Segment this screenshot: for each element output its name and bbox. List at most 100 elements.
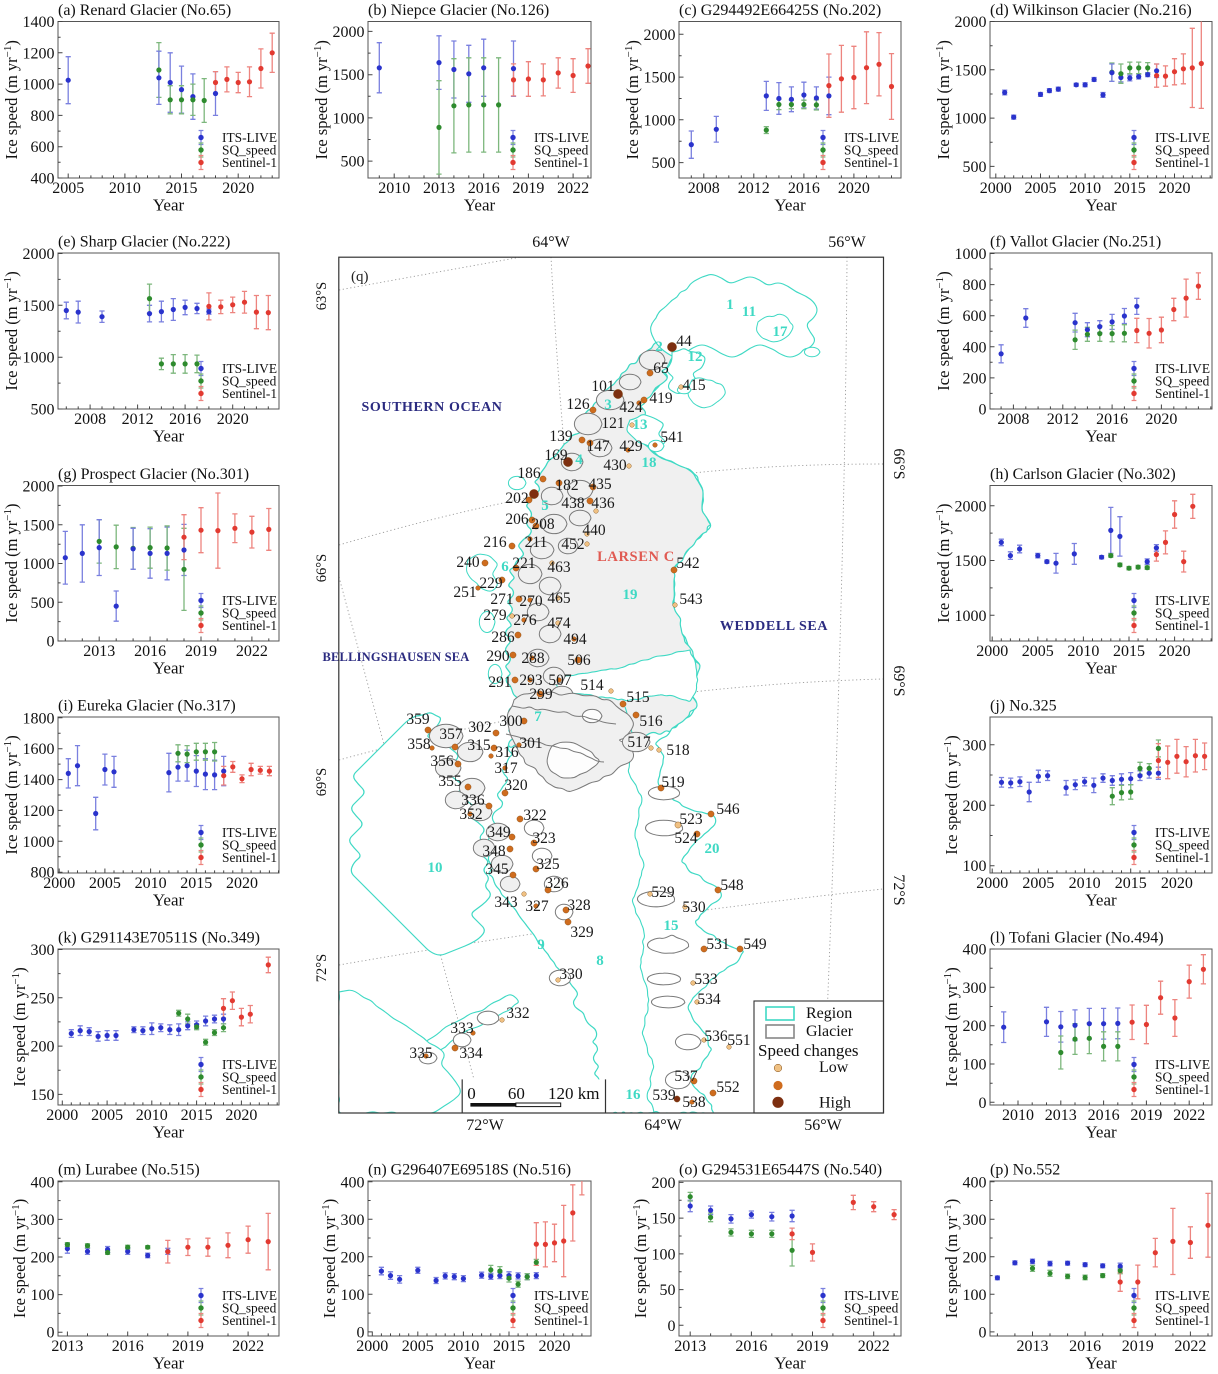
svg-text:2012: 2012 bbox=[738, 180, 770, 197]
svg-text:Sentinel-1: Sentinel-1 bbox=[1155, 1082, 1210, 1097]
svg-text:2010: 2010 bbox=[135, 875, 167, 892]
svg-text:6: 6 bbox=[501, 559, 509, 575]
svg-text:359: 359 bbox=[406, 711, 430, 728]
svg-text:551: 551 bbox=[727, 1032, 750, 1049]
svg-text:542: 542 bbox=[676, 555, 699, 572]
svg-text:SQ_speed: SQ_speed bbox=[222, 374, 277, 389]
svg-text:SQ_speed: SQ_speed bbox=[1155, 143, 1210, 158]
svg-text:436: 436 bbox=[591, 495, 615, 512]
svg-text:101: 101 bbox=[591, 378, 614, 395]
svg-text:(e) Sharp Glacier (No.222): (e) Sharp Glacier (No.222) bbox=[58, 234, 230, 251]
svg-text:SQ_speed: SQ_speed bbox=[1155, 374, 1210, 389]
svg-text:507: 507 bbox=[548, 672, 572, 689]
svg-text:549: 549 bbox=[743, 936, 767, 953]
svg-text:291: 291 bbox=[488, 674, 511, 691]
svg-text:1000: 1000 bbox=[23, 350, 55, 367]
svg-text:Speed changes: Speed changes bbox=[758, 1041, 859, 1060]
svg-text:SQ_speed: SQ_speed bbox=[1155, 1301, 1210, 1316]
svg-text:72°S: 72°S bbox=[314, 954, 330, 982]
svg-text:64°W: 64°W bbox=[532, 234, 570, 251]
svg-text:800: 800 bbox=[31, 865, 55, 882]
svg-text:Year: Year bbox=[774, 196, 806, 215]
svg-text:Ice speed (m yr−1): Ice speed (m yr−1) bbox=[942, 1199, 961, 1318]
svg-text:1600: 1600 bbox=[23, 741, 55, 758]
svg-text:SQ_speed: SQ_speed bbox=[222, 143, 277, 158]
svg-text:2000: 2000 bbox=[333, 24, 365, 41]
svg-text:BELLINGSHAUSEN SEA: BELLINGSHAUSEN SEA bbox=[322, 650, 469, 664]
svg-text:400: 400 bbox=[963, 942, 987, 959]
svg-text:328: 328 bbox=[567, 897, 591, 914]
svg-text:Year: Year bbox=[1085, 659, 1117, 678]
svg-text:(c) G294492E66425S (No.202): (c) G294492E66425S (No.202) bbox=[679, 2, 881, 19]
svg-text:7: 7 bbox=[534, 709, 542, 725]
svg-text:336: 336 bbox=[461, 792, 485, 809]
svg-text:0: 0 bbox=[47, 634, 55, 651]
svg-text:2016: 2016 bbox=[1069, 1338, 1101, 1355]
svg-text:516: 516 bbox=[639, 713, 663, 730]
svg-text:Sentinel-1: Sentinel-1 bbox=[222, 1082, 277, 1097]
svg-text:5: 5 bbox=[541, 498, 549, 514]
svg-text:2016: 2016 bbox=[134, 643, 166, 660]
svg-text:1000: 1000 bbox=[644, 112, 676, 129]
svg-text:358: 358 bbox=[407, 736, 431, 753]
svg-text:1500: 1500 bbox=[23, 517, 55, 534]
svg-text:2012: 2012 bbox=[122, 411, 154, 428]
svg-text:69°S: 69°S bbox=[314, 768, 330, 796]
svg-text:474: 474 bbox=[547, 615, 571, 632]
svg-text:500: 500 bbox=[963, 159, 987, 176]
svg-text:Year: Year bbox=[153, 196, 185, 215]
svg-text:182: 182 bbox=[555, 477, 578, 494]
svg-text:1200: 1200 bbox=[23, 803, 55, 820]
svg-text:(k) G291143E70511S (No.349): (k) G291143E70511S (No.349) bbox=[58, 930, 260, 947]
svg-text:(p) No.552: (p) No.552 bbox=[990, 1162, 1060, 1179]
svg-text:2016: 2016 bbox=[1096, 411, 1128, 428]
svg-text:50: 50 bbox=[660, 1282, 676, 1299]
svg-text:2010: 2010 bbox=[109, 180, 141, 197]
svg-text:2005: 2005 bbox=[52, 180, 84, 197]
svg-text:1500: 1500 bbox=[644, 70, 676, 87]
svg-text:(d) Wilkinson Glacier (No.216): (d) Wilkinson Glacier (No.216) bbox=[990, 2, 1192, 19]
svg-text:600: 600 bbox=[963, 308, 987, 325]
svg-text:60: 60 bbox=[508, 1084, 525, 1103]
svg-text:13: 13 bbox=[633, 417, 648, 433]
svg-text:2020: 2020 bbox=[226, 875, 258, 892]
svg-text:2022: 2022 bbox=[232, 1338, 264, 1355]
svg-text:2022: 2022 bbox=[1174, 1338, 1206, 1355]
svg-text:Ice speed (m yr−1): Ice speed (m yr−1) bbox=[2, 271, 21, 390]
svg-text:2000: 2000 bbox=[976, 643, 1008, 660]
svg-text:2016: 2016 bbox=[788, 180, 820, 197]
svg-text:126: 126 bbox=[566, 396, 590, 413]
svg-text:1200: 1200 bbox=[23, 45, 55, 62]
svg-text:800: 800 bbox=[31, 108, 55, 125]
svg-text:332: 332 bbox=[506, 1005, 529, 1022]
svg-text:139: 139 bbox=[549, 428, 573, 445]
svg-text:2015: 2015 bbox=[1114, 180, 1146, 197]
svg-text:202: 202 bbox=[505, 490, 528, 507]
svg-text:2020: 2020 bbox=[1161, 875, 1193, 892]
svg-text:17: 17 bbox=[773, 324, 789, 340]
svg-text:Ice speed (m yr−1): Ice speed (m yr−1) bbox=[631, 1199, 650, 1318]
svg-text:1: 1 bbox=[726, 297, 734, 313]
svg-text:200: 200 bbox=[963, 370, 987, 387]
svg-text:0: 0 bbox=[979, 402, 987, 419]
svg-text:120 km: 120 km bbox=[548, 1084, 599, 1103]
svg-text:100: 100 bbox=[652, 1246, 676, 1263]
svg-text:Sentinel-1: Sentinel-1 bbox=[534, 155, 589, 170]
svg-text:300: 300 bbox=[341, 1212, 365, 1229]
svg-text:500: 500 bbox=[31, 595, 55, 612]
svg-text:330: 330 bbox=[559, 966, 583, 983]
svg-text:ITS-LIVE: ITS-LIVE bbox=[222, 593, 277, 608]
svg-text:Year: Year bbox=[153, 427, 185, 446]
svg-text:2015: 2015 bbox=[180, 875, 212, 892]
svg-text:100: 100 bbox=[963, 1057, 987, 1074]
svg-text:2008: 2008 bbox=[997, 411, 1029, 428]
svg-text:211: 211 bbox=[525, 534, 548, 551]
svg-text:2000: 2000 bbox=[976, 875, 1008, 892]
svg-text:419: 419 bbox=[649, 390, 673, 407]
svg-text:Ice speed (m yr−1): Ice speed (m yr−1) bbox=[942, 735, 961, 854]
svg-text:SOUTHERN OCEAN: SOUTHERN OCEAN bbox=[361, 400, 502, 415]
svg-text:200: 200 bbox=[963, 1249, 987, 1266]
svg-text:543: 543 bbox=[679, 591, 703, 608]
svg-text:2013: 2013 bbox=[83, 643, 115, 660]
svg-text:2020: 2020 bbox=[225, 1107, 257, 1124]
